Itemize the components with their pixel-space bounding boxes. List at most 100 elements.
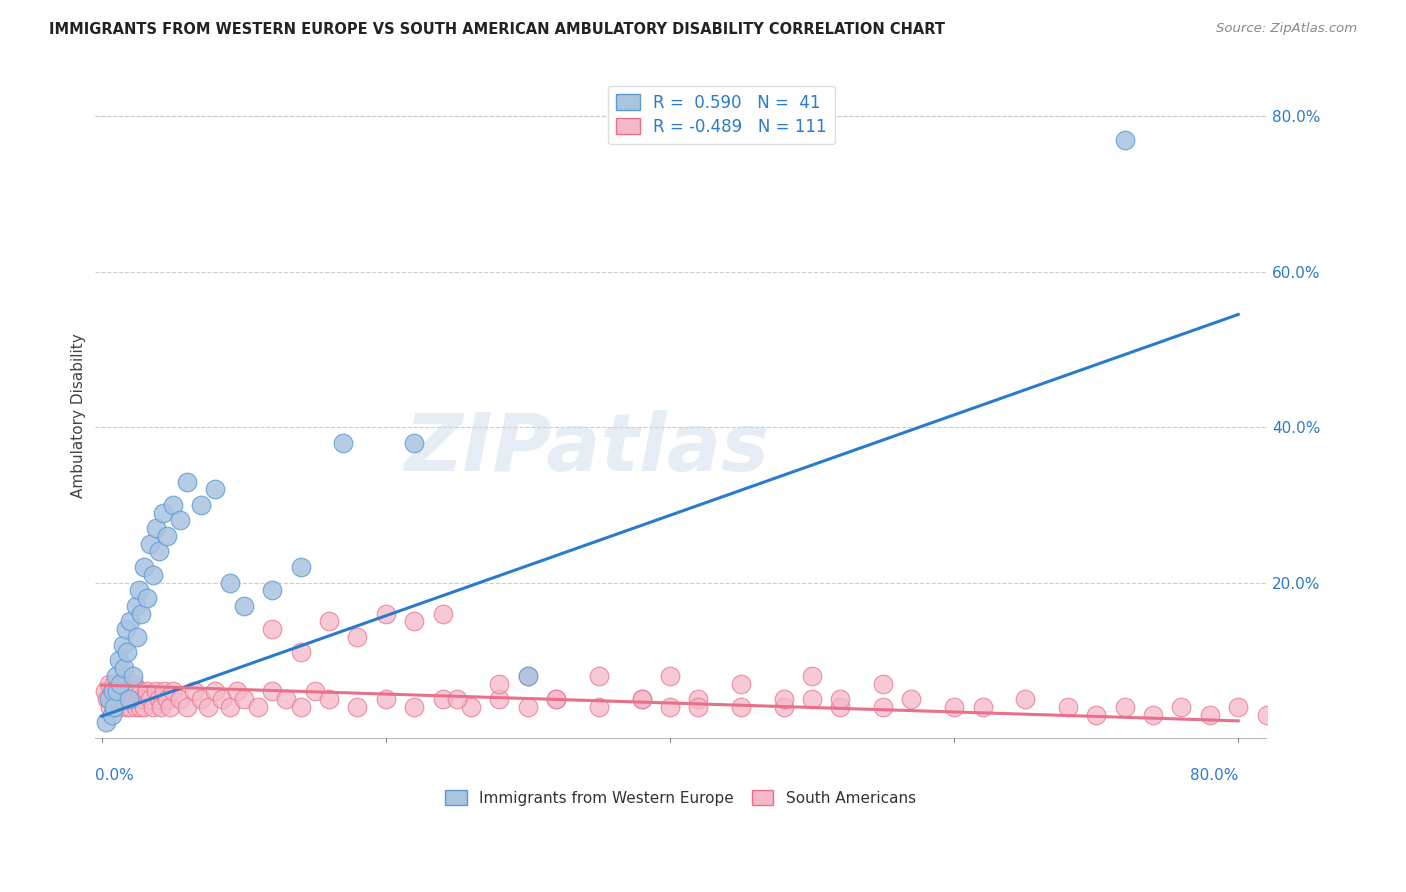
Point	[100, 707, 122, 722]
Point	[630, 692, 652, 706]
Point	[148, 544, 170, 558]
Point	[460, 699, 482, 714]
Point	[204, 483, 226, 497]
Text: Source: ZipAtlas.com: Source: ZipAtlas.com	[1216, 22, 1357, 36]
Point	[432, 692, 454, 706]
Point	[225, 684, 247, 698]
Point	[169, 692, 191, 706]
Point	[290, 645, 312, 659]
Point	[108, 676, 131, 690]
Point	[127, 630, 149, 644]
Point	[830, 699, 852, 714]
Point	[122, 669, 145, 683]
Text: 0.0%: 0.0%	[94, 767, 134, 782]
Point	[153, 684, 176, 698]
Point	[139, 692, 162, 706]
Legend: Immigrants from Western Europe, South Americans: Immigrants from Western Europe, South Am…	[437, 782, 924, 814]
Point	[183, 684, 205, 698]
Point	[156, 529, 179, 543]
Point	[103, 699, 125, 714]
Point	[318, 615, 340, 629]
Point	[830, 692, 852, 706]
Text: 80.0%: 80.0%	[1189, 767, 1239, 782]
Point	[111, 692, 134, 706]
Point	[772, 699, 794, 714]
Point	[404, 615, 426, 629]
Point	[128, 583, 150, 598]
Point	[900, 692, 922, 706]
Point	[107, 692, 129, 706]
Point	[630, 692, 652, 706]
Point	[142, 567, 165, 582]
Point	[128, 692, 150, 706]
Point	[101, 684, 124, 698]
Point	[122, 692, 145, 706]
Point	[1256, 707, 1278, 722]
Point	[262, 583, 284, 598]
Point	[972, 699, 994, 714]
Point	[588, 669, 610, 683]
Point	[1170, 699, 1192, 714]
Point	[658, 669, 681, 683]
Point	[546, 692, 568, 706]
Point	[152, 506, 174, 520]
Point	[1085, 707, 1108, 722]
Point	[197, 699, 219, 714]
Point	[129, 699, 152, 714]
Point	[290, 560, 312, 574]
Text: ZIPatlas: ZIPatlas	[405, 410, 769, 488]
Point	[262, 622, 284, 636]
Point	[139, 537, 162, 551]
Point	[117, 684, 139, 698]
Point	[318, 692, 340, 706]
Point	[93, 684, 115, 698]
Point	[246, 699, 269, 714]
Point	[134, 699, 156, 714]
Point	[114, 622, 136, 636]
Point	[159, 699, 181, 714]
Point	[1227, 699, 1250, 714]
Point	[148, 692, 170, 706]
Point	[150, 699, 173, 714]
Point	[218, 575, 240, 590]
Point	[112, 661, 135, 675]
Point	[304, 684, 326, 698]
Point	[943, 699, 966, 714]
Point	[872, 699, 894, 714]
Point	[105, 684, 128, 698]
Point	[488, 692, 510, 706]
Point	[142, 699, 165, 714]
Point	[131, 684, 153, 698]
Point	[120, 615, 142, 629]
Point	[169, 513, 191, 527]
Point	[108, 699, 131, 714]
Point	[107, 653, 129, 667]
Point	[145, 684, 167, 698]
Point	[516, 669, 538, 683]
Point	[176, 699, 198, 714]
Point	[374, 692, 396, 706]
Point	[118, 692, 141, 706]
Y-axis label: Ambulatory Disability: Ambulatory Disability	[72, 333, 86, 498]
Point	[190, 498, 212, 512]
Point	[1056, 699, 1078, 714]
Point	[162, 498, 184, 512]
Point	[688, 692, 710, 706]
Point	[136, 684, 159, 698]
Point	[105, 684, 128, 698]
Point	[204, 684, 226, 698]
Point	[94, 715, 117, 730]
Point	[145, 521, 167, 535]
Point	[156, 692, 179, 706]
Point	[162, 684, 184, 698]
Point	[112, 676, 135, 690]
Point	[127, 684, 149, 698]
Point	[730, 699, 752, 714]
Point	[111, 638, 134, 652]
Point	[121, 684, 143, 698]
Point	[104, 699, 127, 714]
Point	[218, 699, 240, 714]
Point	[97, 692, 120, 706]
Point	[120, 699, 142, 714]
Point	[117, 645, 139, 659]
